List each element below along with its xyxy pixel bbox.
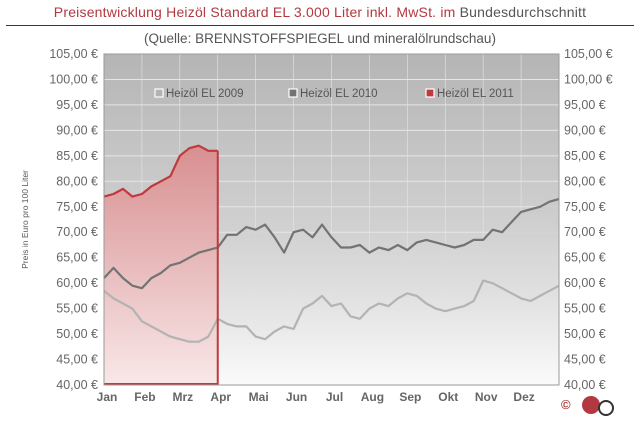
- chart-title-main: Preisentwicklung Heizöl Standard EL 3.00…: [53, 4, 456, 20]
- chart-subtitle: (Quelle: BRENNSTOFFSPIEGEL und mineralöl…: [144, 31, 496, 46]
- x-tick-label: Feb: [134, 390, 155, 404]
- y-tick-label-right: 45,00 €: [564, 353, 606, 367]
- series-2010-line: [103, 198, 560, 290]
- legend-swatch-icon: [288, 88, 298, 98]
- y-tick-label-left: 55,00 €: [56, 302, 98, 316]
- legend-label: Heizöl EL 2009: [166, 88, 244, 100]
- y-tick-label-right: 90,00 €: [564, 123, 606, 137]
- y-tick-label-right: 40,00 €: [564, 378, 606, 392]
- y-tick-label-right: 80,00 €: [564, 174, 606, 188]
- y-tick-label-left: 65,00 €: [56, 251, 98, 265]
- title-divider: [6, 25, 634, 26]
- y-tick-label-left: 50,00 €: [56, 327, 98, 341]
- y-tick-label-right: 70,00 €: [564, 225, 606, 239]
- y-tick-label-right: 60,00 €: [564, 276, 606, 290]
- x-tick-label: Mrz: [172, 390, 193, 404]
- y-tick-label-left: 60,00 €: [56, 276, 98, 290]
- x-tick-label: Apr: [210, 390, 231, 404]
- axes: 40,00 € 40,00 € 45,00 € 45,00 € 50,00 € 50,00…: [20, 47, 613, 404]
- y-tick-label-left: 80,00 €: [56, 174, 98, 188]
- y-tick-label-right: 50,00 €: [564, 327, 606, 341]
- y-tick-label-left: 85,00 €: [56, 149, 98, 163]
- x-tick-label: Nov: [475, 390, 498, 404]
- chart-title-region: Bundesdurchschnitt: [459, 4, 587, 20]
- legend-swatch-icon: [154, 88, 164, 98]
- brand-logo-icon: [582, 396, 600, 414]
- x-tick-label: Dez: [513, 390, 534, 404]
- y-tick-label-right: 75,00 €: [564, 200, 606, 214]
- x-tick-label: Aug: [361, 390, 384, 404]
- plot-frame: [103, 53, 560, 386]
- x-tick-label: Okt: [438, 390, 458, 404]
- y-tick-label-right: 85,00 €: [564, 149, 606, 163]
- x-tick-label: Mai: [249, 390, 269, 404]
- y-tick-label-left: 105,00 €: [49, 47, 98, 61]
- series-lines: [103, 144, 560, 385]
- legend-label: Heizöl EL 2011: [437, 88, 514, 100]
- y-tick-label-left: 95,00 €: [56, 98, 98, 112]
- legend-item-2011: Heizöl EL 2011: [425, 88, 514, 100]
- x-tick-label: Sep: [399, 390, 421, 404]
- x-tick-label: Jul: [326, 390, 343, 404]
- legend-label: Heizöl EL 2010: [300, 88, 378, 100]
- y-tick-label-right: 105,00 €: [564, 47, 613, 61]
- legend: Heizöl EL 2009 Heizöl EL 2010 Heizöl EL 20…: [154, 88, 514, 100]
- x-tick-label: Jun: [286, 390, 307, 404]
- y-tick-label-left: 70,00 €: [56, 225, 98, 239]
- legend-item-2010: Heizöl EL 2010: [288, 88, 378, 100]
- y-tick-label-right: 100,00 €: [564, 72, 613, 86]
- series-2011-line: [103, 144, 218, 198]
- y-axis-title: Preis in Euro pro 100 Liter: [20, 170, 30, 269]
- copyright-mark: ©: [561, 397, 571, 412]
- y-tick-label-left: 75,00 €: [56, 200, 98, 214]
- brand-logo-ring-icon: [598, 400, 614, 416]
- series-2009-line: [103, 279, 560, 343]
- y-tick-label-left: 45,00 €: [56, 353, 98, 367]
- y-tick-label-left: 90,00 €: [56, 123, 98, 137]
- chart-title: Preisentwicklung Heizöl Standard EL 3.00…: [0, 4, 640, 20]
- y-tick-label-left: 40,00 €: [56, 378, 98, 392]
- y-tick-label-left: 100,00 €: [49, 72, 98, 86]
- y-tick-label-right: 65,00 €: [564, 251, 606, 265]
- legend-item-2009: Heizöl EL 2009: [154, 88, 244, 100]
- y-tick-label-right: 95,00 €: [564, 98, 606, 112]
- series-2011-area: [104, 145, 218, 385]
- legend-swatch-icon: [425, 88, 435, 98]
- x-tick-label: Jan: [97, 390, 118, 404]
- y-tick-label-right: 55,00 €: [564, 302, 606, 316]
